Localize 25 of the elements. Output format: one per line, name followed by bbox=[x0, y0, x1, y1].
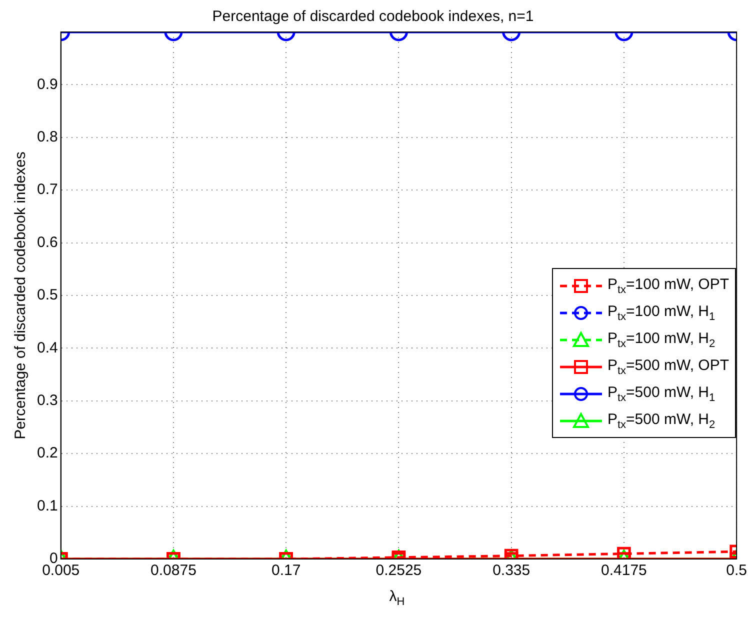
x-tick-label: 0.5 bbox=[726, 562, 748, 580]
y-axis-title: Percentage of discarded codebook indexes bbox=[12, 152, 30, 440]
x-tick-label: 0.0875 bbox=[150, 562, 196, 580]
chart-title: Percentage of discarded codebook indexes, n=1 bbox=[212, 8, 534, 26]
y-tick-label: 0.1 bbox=[36, 497, 58, 514]
x-axis-title: λ$_{H}$ bbox=[388, 588, 406, 608]
legend-label: P$_{tx}$=100 mW, OPT bbox=[607, 276, 729, 296]
legend-label: P$_{tx}$=100 mW, H$_{1}$ bbox=[607, 302, 716, 322]
y-tick-label: 0.6 bbox=[36, 234, 58, 251]
legend-label: P$_{tx}$=100 mW, H$_{2}$ bbox=[607, 330, 716, 350]
y-tick-label: 0.2 bbox=[36, 444, 58, 462]
legend-label: P$_{tx}$=500 mW, OPT bbox=[607, 356, 729, 376]
y-tick-label: 0.3 bbox=[36, 392, 58, 410]
x-tick-label: 0.17 bbox=[271, 562, 301, 580]
x-tick-label: 0.005 bbox=[42, 562, 80, 580]
y-tick-label: 0.8 bbox=[36, 128, 58, 146]
y-tick-label: 0.5 bbox=[36, 286, 58, 304]
y-tick-label: 0.4 bbox=[36, 339, 58, 356]
x-tick-label: 0.2525 bbox=[376, 562, 422, 580]
y-tick-label: 0.9 bbox=[36, 76, 58, 93]
legend-label: P$_{tx}$=500 mW, H$_{1}$ bbox=[607, 384, 716, 404]
x-tick-label: 0.4175 bbox=[601, 562, 647, 580]
legend-label: P$_{tx}$=500 mW, H$_{2}$ bbox=[607, 410, 716, 430]
y-tick-label: 0.7 bbox=[36, 181, 58, 198]
x-tick-label: 0.335 bbox=[492, 562, 530, 580]
